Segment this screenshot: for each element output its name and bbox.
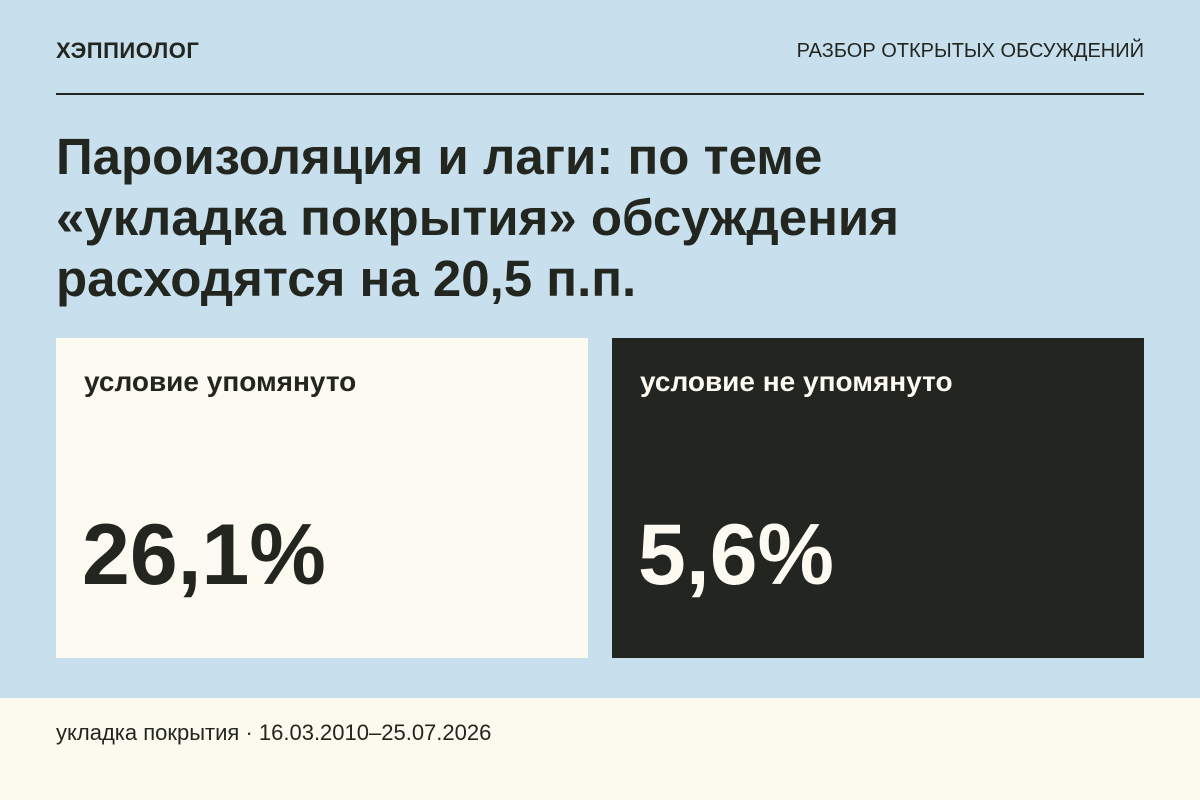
card-value: 5,6% — [638, 507, 835, 603]
title-line: расходятся на 20,5 п.п. — [56, 250, 637, 307]
card-value: 26,1% — [82, 507, 326, 603]
footer-text: укладка покрытия · 16.03.2010–25.07.2026 — [56, 720, 492, 745]
footer: укладка покрытия · 16.03.2010–25.07.2026 — [0, 698, 1200, 800]
title: Пароизоляция и лаги: по теме «укладка по… — [56, 126, 899, 309]
title-line: «укладка покрытия» обсуждения — [56, 189, 900, 246]
section-label: РАЗБОР ОТКРЫТЫХ ОБСУЖДЕНИЙ — [796, 40, 1144, 62]
card-label: условие не упомянуто — [640, 366, 953, 397]
card-label: условие упомянуто — [84, 366, 357, 397]
brand: ХЭППИОЛОГ — [56, 38, 200, 63]
title-line: Пароизоляция и лаги: по теме — [56, 128, 823, 185]
stat-card: условие упомянуто 26,1% — [56, 338, 588, 658]
divider — [56, 93, 1144, 95]
stat-card: условие не упомянуто 5,6% — [612, 338, 1144, 658]
